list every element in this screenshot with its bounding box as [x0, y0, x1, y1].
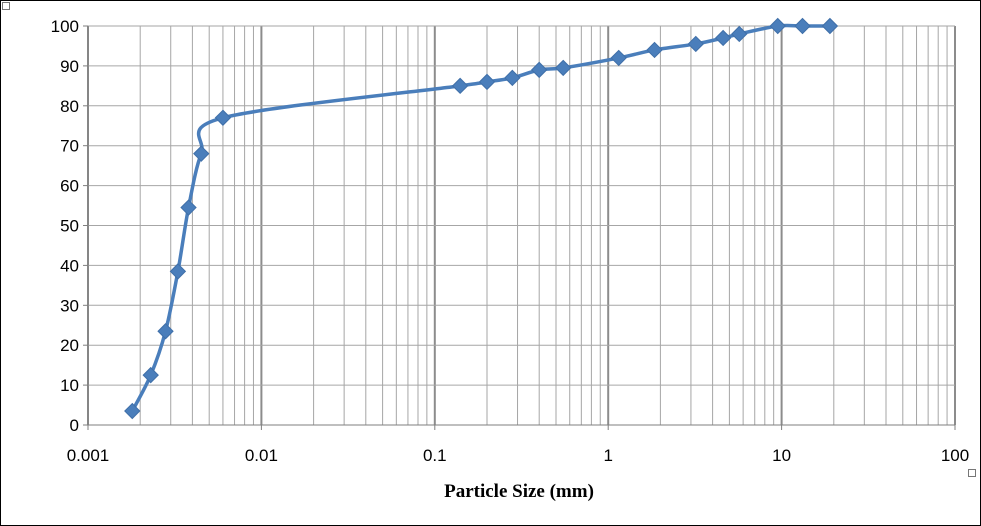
y-tick-label: 100 — [51, 17, 79, 36]
resize-handle-bottom-right[interactable] — [968, 469, 976, 477]
y-tick-label: 30 — [60, 296, 79, 315]
y-tick-label: 60 — [60, 177, 79, 196]
resize-handle-top-left[interactable] — [2, 2, 10, 10]
data-point-marker — [646, 41, 663, 59]
data-point-marker — [214, 109, 232, 126]
data-point-marker — [180, 199, 197, 216]
data-point-marker — [769, 17, 786, 35]
data-point-marker — [504, 69, 521, 87]
data-point-marker — [478, 73, 496, 91]
x-tick-label: 0.01 — [245, 446, 278, 465]
x-tick-label: 0.001 — [67, 446, 110, 465]
axis-layer — [83, 25, 956, 430]
data-point-marker — [714, 29, 732, 47]
x-tick-label: 100 — [941, 446, 969, 465]
x-tick-label: 10 — [772, 446, 791, 465]
data-point-marker — [554, 59, 572, 77]
series-layer — [124, 17, 839, 420]
x-tick-label: 0.1 — [423, 446, 447, 465]
label-layer: 0 10 20 30 40 50 60 70 80 90 100 0.001 0.01 0.1 1 10 100 — [51, 17, 970, 465]
y-tick-label: 20 — [60, 336, 79, 355]
y-tick-label: 50 — [60, 217, 79, 236]
data-point-marker — [731, 25, 748, 43]
data-point-marker — [610, 49, 627, 67]
data-point-marker — [687, 35, 705, 53]
data-point-marker — [451, 77, 469, 95]
data-point-marker — [142, 366, 159, 384]
y-tick-label: 40 — [60, 256, 79, 275]
data-point-marker — [193, 145, 210, 162]
data-point-marker — [794, 17, 811, 35]
y-tick-label: 0 — [70, 416, 79, 435]
y-tick-label: 90 — [60, 57, 79, 76]
data-point-marker — [821, 17, 839, 35]
data-point-marker — [157, 323, 174, 340]
y-tick-label: 80 — [60, 97, 79, 116]
data-point-marker — [169, 263, 187, 280]
grid-layer — [87, 25, 956, 426]
y-tick-label: 10 — [60, 376, 79, 395]
data-point-marker — [530, 61, 548, 79]
x-axis-title: Particle Size (mm) — [444, 481, 594, 502]
y-tick-label: 70 — [60, 137, 79, 156]
data-point-marker — [124, 402, 141, 420]
x-tick-label: 1 — [603, 446, 612, 465]
